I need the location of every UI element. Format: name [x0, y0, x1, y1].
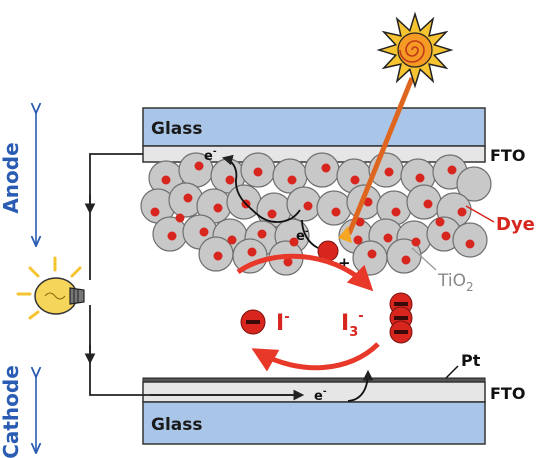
dye-molecule: [303, 201, 313, 211]
tio2-pointer-line: [411, 247, 437, 271]
pt-label: Pt: [461, 351, 481, 370]
electron-injection-path: [221, 154, 301, 223]
tio2-particle-layer: [140, 152, 492, 276]
dye-molecule: [183, 193, 193, 203]
sun-icon: [376, 11, 454, 89]
dye-molecule: [225, 175, 235, 185]
sunlight-beam: [346, 77, 415, 235]
cathode-label: Cathode: [0, 365, 23, 458]
dye-molecule: [367, 249, 377, 259]
dye-molecule: [321, 163, 331, 173]
dye-molecule: [283, 257, 293, 267]
dye-molecule: [267, 209, 277, 219]
dye-molecule: [383, 233, 393, 243]
dye-molecule: [391, 207, 401, 217]
sunlight-beam-arrowhead: [338, 226, 352, 243]
iodide-label: I-: [276, 310, 290, 336]
bottom-fto-label: FTO: [490, 384, 525, 403]
dye-label: Dye: [496, 214, 535, 235]
bottom-glass-layer: [142, 401, 486, 445]
iodide-ion: [240, 309, 266, 335]
dye-molecule: [401, 255, 411, 265]
dye-pointer-line: [465, 205, 495, 223]
top-glass-layer: [142, 107, 486, 147]
dye-molecule: [384, 167, 394, 177]
dye-molecule: [411, 237, 421, 247]
dye-molecule: [331, 207, 341, 217]
top-fto-label: FTO: [490, 146, 525, 165]
electron-mid-label: e-: [296, 227, 309, 244]
dye-molecule: [247, 247, 257, 257]
dye-molecule: [423, 199, 433, 209]
dye-molecule: [447, 165, 457, 175]
dye-molecule: [355, 217, 365, 227]
electron-top-label: e-: [204, 147, 217, 164]
dye-molecule: [350, 175, 360, 185]
dye-molecule: [150, 207, 160, 217]
dye-molecule: [353, 235, 363, 245]
dye-molecule: [415, 173, 425, 183]
triiodide-ion: [389, 292, 413, 344]
dye-molecule: [213, 251, 223, 261]
electron-bottom-label: e-: [314, 387, 327, 404]
dye-molecule: [227, 235, 237, 245]
dye-molecule: [435, 217, 445, 227]
regeneration-arrow: [236, 253, 374, 292]
bottom-glass-label: Glass: [151, 415, 203, 435]
dye-molecule: [161, 175, 171, 185]
dye-molecule: [441, 231, 451, 241]
dye-molecule: [287, 175, 297, 185]
tio2-nanoparticle: [456, 166, 492, 202]
dye-molecule: [289, 237, 299, 247]
top-glass-label: Glass: [151, 119, 203, 139]
triiodide-label: I3-: [341, 309, 364, 340]
pt-pointer-line: [445, 365, 459, 379]
reduction-arrow: [251, 342, 380, 372]
dye-molecule: [457, 207, 467, 217]
dye-molecule: [175, 213, 185, 223]
dye-molecule: [465, 239, 475, 249]
cathode-electron-transfer-arrow: [347, 369, 374, 402]
dye-molecule: [363, 197, 373, 207]
anode-label: Anode: [0, 142, 23, 213]
dye-molecule: [213, 203, 223, 213]
dye-molecule: [253, 167, 263, 177]
tio2-label: TiO2: [437, 271, 474, 294]
electron-path-to-tio2: [301, 219, 319, 249]
dye-molecule: [194, 161, 204, 171]
dye-molecule: [167, 231, 177, 241]
dye-molecule: [199, 227, 209, 237]
dye-molecule: [257, 229, 267, 239]
light-bulb-icon: [16, 256, 85, 320]
